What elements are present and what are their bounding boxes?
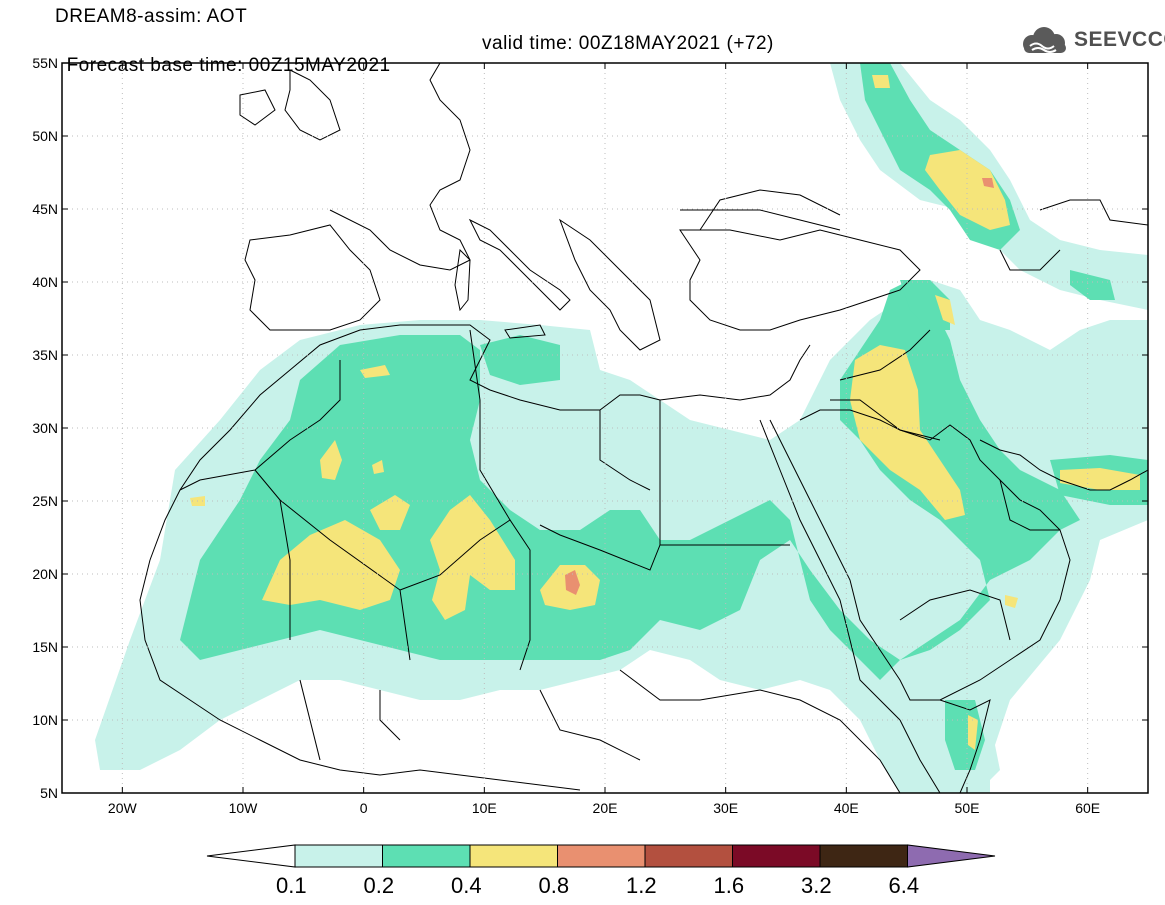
- y-tick-label: 20N: [32, 566, 58, 582]
- aot-field: [95, 63, 1148, 793]
- y-tick-label: 50N: [32, 128, 58, 144]
- x-tick-label: 20W: [108, 800, 138, 816]
- logo-text: SEEVCCC: [1074, 28, 1165, 51]
- coastlines-and-borders: [139, 63, 1148, 793]
- colorbar-label: 0.1: [276, 873, 307, 898]
- x-tick-label: 60E: [1075, 800, 1100, 816]
- colorbar-max-arrow: [907, 844, 996, 868]
- seevccc-logo: SEEVCCC: [1018, 24, 1165, 58]
- colorbar-segment: [732, 844, 821, 868]
- map-title: DREAM8-assim: AOT: [55, 6, 248, 27]
- colorbar-label: 0.2: [363, 873, 395, 898]
- y-tick-label: 25N: [32, 493, 58, 509]
- y-tick-label: 40N: [32, 274, 58, 290]
- colorbar-segment: [382, 844, 471, 868]
- base-time: Forecast base time: 00Z15MAY2021: [66, 55, 391, 76]
- colorbar-label: 0.8: [538, 873, 570, 898]
- y-tick-label: 30N: [32, 420, 58, 436]
- colorbar-segment: [819, 844, 908, 868]
- aot-level-0-4: [190, 75, 1140, 750]
- colorbar-label: 3.2: [801, 873, 832, 898]
- y-tick-label: 35N: [32, 347, 58, 363]
- cloud-icon: [1023, 27, 1066, 53]
- colorbar-label: 6.4: [888, 873, 920, 898]
- y-tick-label: 45N: [32, 201, 58, 217]
- x-tick-label: 50E: [955, 800, 980, 816]
- x-tick-label: 10E: [472, 800, 497, 816]
- colorbar-segment: [557, 844, 646, 868]
- x-axis: 20W 10W 0 10E 20E 30E 40E 50E 60E: [108, 63, 1100, 816]
- colorbar-label: 1.6: [713, 873, 745, 898]
- x-tick-label: 20E: [593, 800, 618, 816]
- y-axis: 55N 50N 45N 40N 35N 30N 25N 20N 15N 10N 5N: [32, 55, 1148, 801]
- colorbar-segment: [294, 844, 383, 868]
- forecast-times: Forecast base time: 00Z15MAY2021 valid t…: [55, 33, 774, 99]
- x-tick-label: 0: [360, 800, 368, 816]
- colorbar-label: 0.4: [451, 873, 482, 898]
- y-tick-label: 10N: [32, 712, 58, 728]
- valid-time: valid time: 00Z18MAY2021 (+72): [482, 33, 774, 54]
- colorbar-label: 1.2: [626, 873, 657, 898]
- x-tick-label: 10W: [229, 800, 259, 816]
- colorbar: [206, 844, 996, 868]
- gridlines: [62, 63, 1148, 793]
- y-tick-label: 55N: [32, 55, 58, 71]
- y-tick-label: 5N: [40, 785, 58, 801]
- colorbar-min-arrow: [206, 844, 296, 868]
- colorbar-segment: [469, 844, 558, 868]
- colorbar-segment: [644, 844, 733, 868]
- y-tick-label: 15N: [32, 639, 58, 655]
- aot-level-0-8: [565, 178, 994, 595]
- x-tick-label: 30E: [713, 800, 738, 816]
- x-tick-label: 40E: [834, 800, 859, 816]
